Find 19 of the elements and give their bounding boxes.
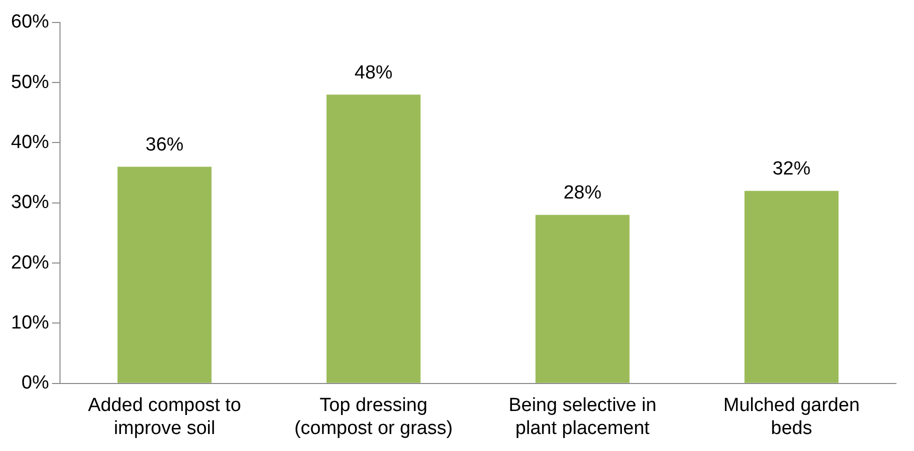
y-tick-label: 60% — [10, 12, 50, 33]
data-label: 48% — [354, 62, 393, 84]
data-label: 28% — [563, 182, 602, 204]
y-tick-label: 20% — [10, 252, 50, 274]
y-tick-label: 0% — [22, 372, 50, 394]
bar — [744, 190, 839, 383]
y-tick-label: 40% — [10, 132, 50, 153]
data-label: 32% — [772, 158, 811, 180]
y-tick-label: 50% — [10, 72, 50, 93]
x-tick-label: Being selective in plant placement — [508, 395, 656, 439]
y-tick-label: 30% — [10, 192, 50, 214]
bar — [535, 214, 630, 383]
bar — [326, 94, 421, 383]
bar — [118, 166, 212, 383]
data-label: 36% — [146, 134, 184, 156]
x-tick-label: Added compost to improve soil — [88, 395, 242, 439]
x-tick-label: Top dressing (compost or grass) — [294, 395, 453, 439]
y-tick-label: 10% — [10, 312, 50, 334]
x-tick-label: Mulched garden beds — [723, 395, 860, 439]
